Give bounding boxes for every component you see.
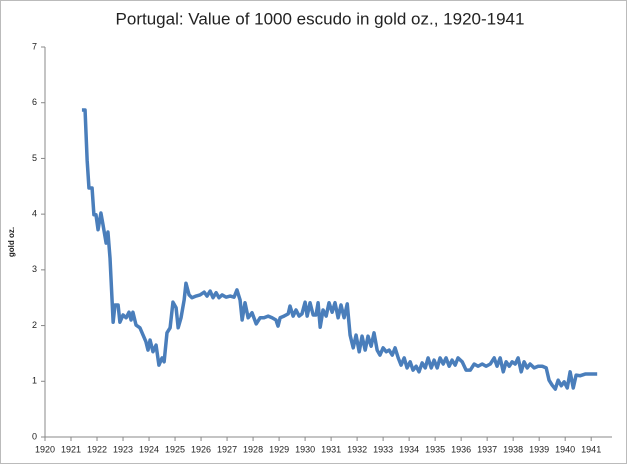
- x-tick-label: 1937: [477, 444, 497, 454]
- y-tick-label: 7: [32, 41, 37, 51]
- x-tick-label: 1920: [35, 444, 55, 454]
- x-tick-label: 1935: [425, 444, 445, 454]
- y-tick-label: 4: [32, 209, 37, 219]
- x-tick-label: 1922: [87, 444, 107, 454]
- x-tick-label: 1927: [217, 444, 237, 454]
- x-tick-label: 1930: [295, 444, 315, 454]
- x-tick-label: 1936: [451, 444, 471, 454]
- y-axis-label: gold oz.: [7, 227, 16, 257]
- x-tick-label: 1921: [61, 444, 81, 454]
- x-tick-label: 1923: [113, 444, 133, 454]
- x-tick-label: 1924: [139, 444, 159, 454]
- x-tick-label: 1928: [243, 444, 263, 454]
- x-tick-label: 1940: [555, 444, 575, 454]
- y-tick-label: 5: [32, 153, 37, 163]
- x-tick-label: 1925: [165, 444, 185, 454]
- x-tick-label: 1933: [373, 444, 393, 454]
- x-tick-label: 1932: [347, 444, 367, 454]
- data-line: [81, 108, 598, 391]
- y-tick-label: 6: [32, 97, 37, 107]
- y-tick-label: 3: [32, 264, 37, 274]
- x-tick-label: 1926: [191, 444, 211, 454]
- chart-title: Portugal: Value of 1000 escudo in gold o…: [116, 9, 525, 28]
- x-tick-label: 1939: [529, 444, 549, 454]
- y-tick-label: 1: [32, 376, 37, 386]
- x-tick-label: 1931: [321, 444, 341, 454]
- x-tick-label: 1941: [581, 444, 601, 454]
- y-tick-label: 0: [32, 431, 37, 441]
- x-tick-label: 1934: [399, 444, 419, 454]
- x-tick-label: 1938: [503, 444, 523, 454]
- y-tick-label: 2: [32, 320, 37, 330]
- x-tick-label: 1929: [269, 444, 289, 454]
